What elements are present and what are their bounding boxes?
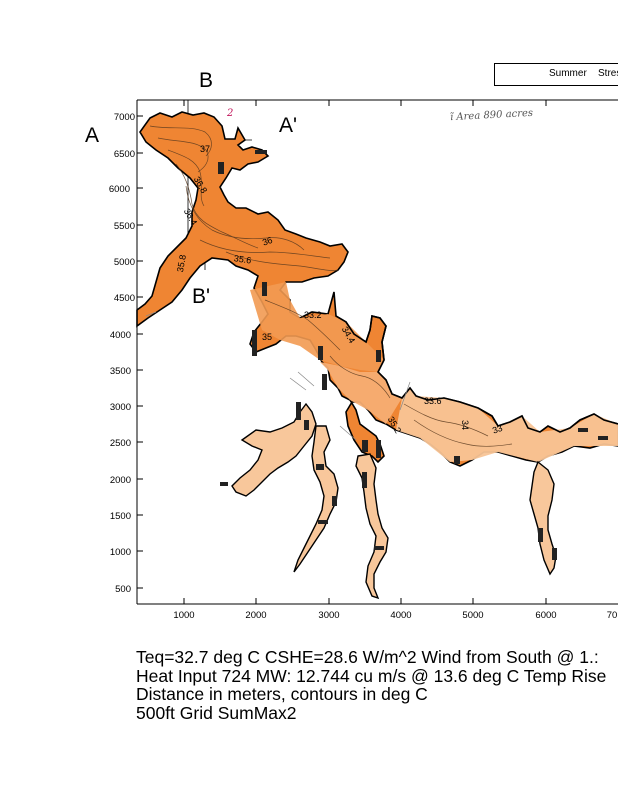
caption-line-3: Distance in meters, contours in deg C (136, 684, 428, 704)
title-box: Summer Stres (494, 63, 618, 86)
y-tick-label: 3500 (110, 366, 131, 377)
x-tick-label: 4000 (390, 610, 411, 621)
contour-label: 34 (460, 420, 470, 430)
contour-label: 35.6 (233, 253, 252, 265)
plume-outline (335, 315, 618, 433)
y-tick-label: 6000 (109, 184, 130, 195)
y-tick-marks (137, 115, 143, 589)
season-label: Summer (549, 68, 587, 79)
x-tick-label: 6000 (535, 610, 556, 621)
section-label-a-prime: A' (279, 114, 298, 137)
plume-warm-zone (250, 282, 618, 462)
caption-line-1: Teq=32.7 deg C CSHE=28.6 W/m^2 Wind from… (136, 647, 599, 667)
contour-label: 36 (261, 235, 274, 248)
y-tick-labels: 7000 6500 6000 5500 5000 4500 4000 3500 … (109, 112, 135, 595)
x-tick-labels: 1000 2000 3000 4000 5000 6000 70 (173, 610, 617, 621)
plot-frame (136, 99, 618, 605)
contour-label: 33.2 (304, 310, 322, 320)
caption-line-2: Heat Input 724 MW: 12.744 cu m/s @ 13.6 … (136, 665, 607, 686)
x-tick-marks (183, 100, 547, 604)
caption: Teq=32.7 deg C CSHE=28.6 W/m^2 Wind from… (136, 648, 606, 722)
caption-line-4: 500ft Grid SumMax2 (136, 702, 297, 723)
y-tick-label: 2000 (110, 475, 131, 486)
arm-south (355, 453, 389, 600)
y-tick-label: 4500 (114, 293, 135, 304)
y-tick-label: 5000 (114, 257, 135, 268)
section-label-a: A (85, 124, 100, 147)
y-tick-label: 7000 (114, 112, 135, 123)
contour-lines (149, 125, 513, 447)
y-tick-label: 5500 (114, 221, 135, 232)
y-tick-label: 1000 (110, 547, 131, 558)
stream-lines (145, 311, 411, 441)
handwritten-mark: 2 (227, 108, 234, 119)
x-tick-label: 2000 (245, 610, 266, 621)
boundary-label-marks (218, 150, 608, 560)
y-tick-label: 500 (115, 584, 131, 595)
contour-label: 35.8 (175, 254, 188, 273)
arm-west (231, 402, 317, 497)
y-tick-label: 3000 (110, 402, 131, 413)
x-tick-label: 1000 (173, 610, 194, 621)
y-tick-label: 2500 (110, 438, 131, 449)
contour-label: 35 (262, 332, 272, 342)
southern-arms (231, 402, 557, 600)
stress-label: Stres (598, 68, 618, 79)
contour-label: 33.6 (424, 396, 442, 406)
section-label-b: B (199, 69, 214, 92)
x-tick-label: 5000 (462, 610, 483, 621)
y-tick-label: 4000 (110, 330, 131, 341)
contour-label: 37 (200, 144, 210, 154)
y-tick-label: 6500 (114, 149, 135, 160)
x-tick-label: 70 (607, 610, 618, 621)
section-label-b-prime: B' (192, 285, 211, 308)
x-tick-label: 3000 (318, 610, 339, 621)
contour-label: 33 (491, 423, 504, 436)
arm-central (293, 425, 339, 573)
y-tick-label: 1500 (110, 511, 131, 522)
arm-east (529, 460, 557, 576)
